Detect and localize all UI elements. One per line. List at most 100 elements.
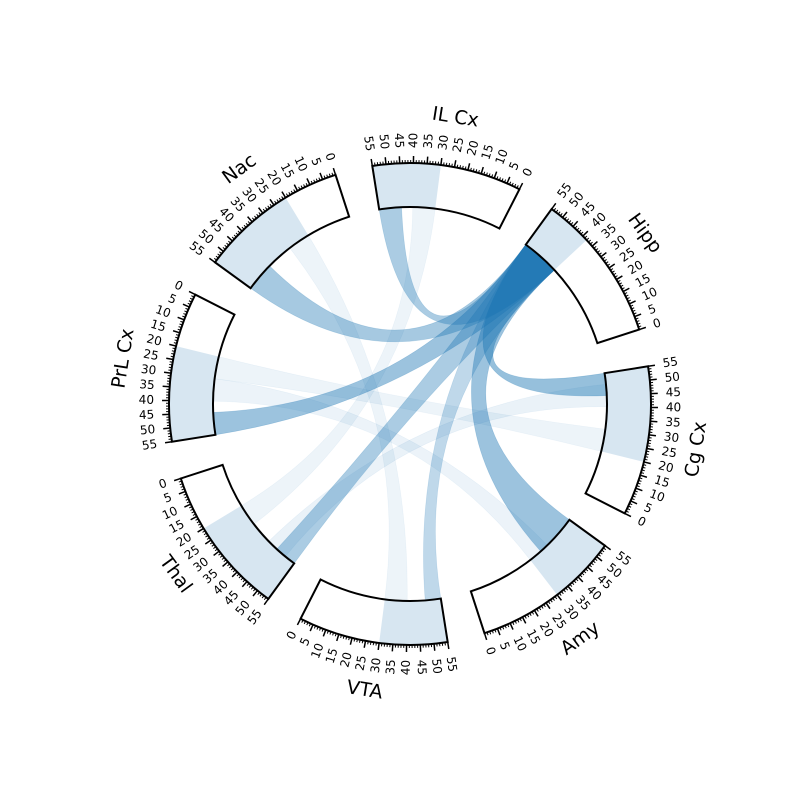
minor-tick — [511, 182, 514, 186]
major-tick — [483, 632, 488, 641]
minor-tick — [579, 574, 583, 578]
minor-tick — [246, 583, 250, 586]
tick-label: 30 — [435, 134, 451, 151]
minor-tick — [646, 450, 650, 453]
minor-tick — [332, 632, 335, 636]
minor-tick — [313, 179, 316, 183]
tick-label: 0 — [322, 151, 338, 163]
minor-tick — [589, 241, 593, 245]
minor-tick — [639, 477, 643, 480]
minor-tick — [340, 634, 342, 639]
major-tick — [506, 176, 511, 184]
minor-tick — [594, 558, 598, 561]
minor-tick — [602, 256, 606, 260]
minor-tick — [470, 167, 472, 171]
minor-tick — [496, 176, 499, 180]
minor-tick — [278, 197, 282, 201]
minor-tick — [485, 172, 488, 176]
minor-tick — [613, 272, 617, 276]
minor-tick — [565, 587, 569, 591]
minor-tick — [519, 618, 522, 622]
minor-tick — [638, 479, 642, 482]
minor-tick — [585, 568, 589, 572]
links-layer — [212, 206, 608, 602]
major-tick — [377, 642, 380, 651]
segment-label: PrL Cx — [108, 327, 139, 390]
tick-label: 0 — [520, 166, 536, 179]
major-tick — [231, 571, 238, 578]
minor-tick — [638, 325, 642, 328]
minor-tick — [181, 488, 185, 491]
major-tick — [604, 545, 612, 551]
minor-tick — [456, 164, 459, 168]
minor-tick — [599, 551, 603, 555]
minor-tick — [584, 235, 588, 239]
major-tick — [177, 316, 185, 321]
tick-label: 5 — [506, 160, 522, 173]
minor-tick — [259, 593, 263, 597]
major-tick — [370, 158, 374, 167]
major-tick — [628, 300, 636, 305]
major-tick — [577, 576, 584, 583]
minor-tick — [547, 601, 551, 605]
minor-tick — [595, 248, 599, 251]
minor-tick — [488, 173, 491, 177]
major-tick — [551, 202, 557, 210]
minor-tick — [191, 511, 195, 514]
minor-tick — [310, 180, 313, 184]
minor-tick — [206, 537, 210, 540]
tick-label: 55 — [361, 135, 377, 152]
minor-tick — [478, 169, 480, 174]
minor-tick — [558, 592, 562, 596]
minor-tick — [303, 184, 306, 188]
minor-tick — [512, 621, 515, 625]
minor-tick — [185, 307, 189, 311]
segment-outline — [524, 207, 641, 345]
segment-shading — [530, 519, 605, 595]
minor-tick — [459, 165, 461, 169]
minor-tick — [550, 599, 553, 603]
minor-tick — [269, 203, 273, 207]
minor-tick — [175, 336, 179, 339]
minor-tick — [356, 639, 358, 643]
minor-tick — [557, 211, 561, 215]
minor-tick — [503, 179, 507, 183]
tick-label: 10 — [492, 147, 510, 166]
major-tick — [163, 371, 172, 374]
major-tick — [634, 313, 642, 318]
minor-tick — [560, 213, 563, 217]
major-tick — [496, 628, 501, 636]
segment-shading — [203, 505, 295, 599]
tick-label: 25 — [450, 136, 467, 154]
minor-tick — [628, 505, 632, 508]
minor-tick — [359, 639, 361, 643]
major-tick — [384, 157, 387, 165]
minor-tick — [329, 631, 332, 635]
minor-tick — [217, 253, 221, 257]
minor-tick — [182, 315, 186, 318]
major-tick — [169, 343, 177, 347]
segment-shading — [169, 346, 219, 442]
major-tick — [166, 357, 174, 361]
minor-tick — [326, 174, 329, 178]
minor-tick — [274, 200, 277, 204]
major-tick — [306, 178, 311, 186]
minor-tick — [298, 186, 301, 190]
minor-tick — [603, 259, 607, 262]
minor-tick — [553, 207, 557, 211]
major-tick — [236, 225, 243, 232]
minor-tick — [586, 237, 590, 241]
minor-tick — [231, 236, 235, 240]
segment-outline — [371, 162, 521, 230]
major-tick — [349, 637, 353, 645]
tick-label: 40 — [666, 400, 681, 414]
segment-shading — [601, 366, 651, 462]
major-tick — [208, 257, 216, 263]
tick-label: 5 — [642, 500, 655, 516]
major-tick — [164, 440, 173, 444]
minor-tick — [211, 544, 215, 547]
minor-tick — [169, 361, 173, 363]
minor-tick — [250, 586, 254, 590]
major-tick — [493, 171, 498, 179]
